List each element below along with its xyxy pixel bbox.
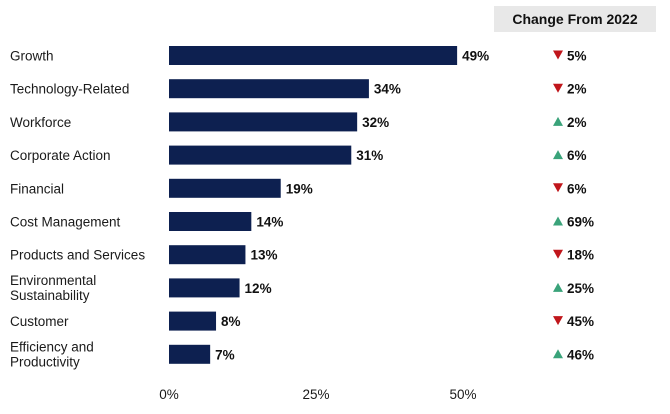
bar-value-label: 7% xyxy=(215,347,235,362)
change-label: 45% xyxy=(567,314,594,329)
category-label: Cost Management xyxy=(10,215,121,230)
bar xyxy=(169,145,352,165)
bar xyxy=(169,344,211,364)
x-tick-label: 0% xyxy=(159,387,179,402)
change-label: 69% xyxy=(567,215,594,230)
change-label: 6% xyxy=(567,181,587,196)
bar xyxy=(169,178,281,198)
category-label: Financial xyxy=(10,181,64,196)
category-label: Efficiency and Productivity xyxy=(10,339,94,369)
bar-value-label: 13% xyxy=(250,248,277,263)
change-label: 2% xyxy=(567,115,587,130)
change-label: 18% xyxy=(567,248,594,263)
x-tick-label: 50% xyxy=(449,387,476,402)
bar xyxy=(169,212,252,231)
bar xyxy=(169,311,217,331)
bar xyxy=(169,278,240,298)
up-triangle-icon xyxy=(553,150,563,160)
bar-value-label: 49% xyxy=(462,49,489,64)
category-label: Products and Services xyxy=(10,248,145,263)
bar-value-label: 19% xyxy=(286,181,313,196)
bar-value-label: 12% xyxy=(245,281,272,296)
change-column-header: Change From 2022 xyxy=(494,6,656,32)
category-label: Growth xyxy=(10,49,54,64)
x-tick-label: 25% xyxy=(302,387,329,402)
bar-value-label: 14% xyxy=(256,215,283,230)
down-triangle-icon xyxy=(553,316,563,326)
change-label: 5% xyxy=(567,49,587,64)
bar xyxy=(169,46,458,65)
down-triangle-icon xyxy=(553,249,563,259)
down-triangle-icon xyxy=(553,183,563,193)
bar-value-label: 8% xyxy=(221,314,241,329)
up-triangle-icon xyxy=(553,282,563,292)
category-label: Workforce xyxy=(10,115,71,130)
change-label: 2% xyxy=(567,82,587,97)
change-label: 25% xyxy=(567,281,594,296)
category-label: Customer xyxy=(10,314,69,329)
category-label: Corporate Action xyxy=(10,148,111,163)
bar-value-label: 32% xyxy=(362,115,389,130)
bar xyxy=(169,112,358,132)
change-label: 46% xyxy=(567,347,594,362)
down-triangle-icon xyxy=(553,50,563,60)
category-label: Technology-Related xyxy=(10,82,129,97)
category-label: Environmental Sustainability xyxy=(10,273,96,303)
bar xyxy=(169,79,369,99)
up-triangle-icon xyxy=(553,216,563,226)
up-triangle-icon xyxy=(553,116,563,126)
bar-value-label: 31% xyxy=(356,148,383,163)
bar xyxy=(169,245,246,265)
bar-value-label: 34% xyxy=(374,82,401,97)
down-triangle-icon xyxy=(553,83,563,93)
up-triangle-icon xyxy=(553,349,563,359)
change-label: 6% xyxy=(567,148,587,163)
